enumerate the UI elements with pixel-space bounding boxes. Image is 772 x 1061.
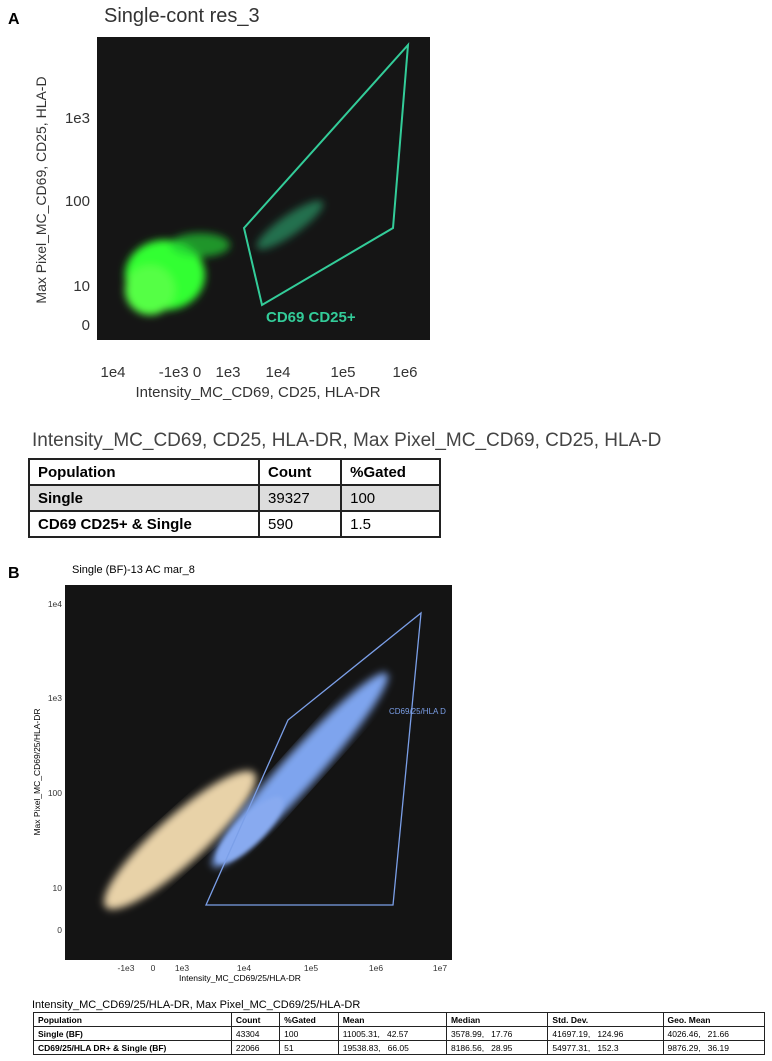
table: Population Count %Gated Mean Median Std. Dev.… [33,1012,765,1055]
table-row: CD69/25/HLA DR+ & Single (BF) 22066 51 1953… [33,1040,765,1055]
x-tick-label: 1e4 [237,963,251,973]
plot-title: Single (BF)-13 AC mar_8 [72,564,195,576]
y-tick-label: 1e4 [48,599,62,609]
cell-cloud [125,200,324,315]
table-cell: 51 [279,1040,339,1055]
table-cell: Count [258,458,343,486]
y-tick-label: 0 [82,317,90,334]
panel-label: B [8,565,20,582]
x-tick-label: -1e3 [117,963,134,973]
y-tick-label: 1e3 [65,110,90,127]
table-row: CD69 CD25+ & Single 590 1.5 [27,510,441,538]
table-cell: Single (BF) [33,1026,232,1041]
x-tick-label: 1e7 [433,963,447,973]
x-tick-label: 1e4 [265,364,290,381]
x-tick-label: 1e6 [369,963,383,973]
table-row: Population Count %Gated [27,458,441,486]
table-cell: 43304 [230,1026,281,1041]
table-cell: CD69/25/HLA DR+ & Single (BF) [33,1040,232,1055]
x-tick-label: 1e3 [215,364,240,381]
x-tick-label: -1e3 0 [159,364,202,381]
table-cell: 100 [279,1026,339,1041]
table-cell: Population [27,458,261,486]
table-cell: 54977.31, 152.3 [547,1040,664,1055]
table-cell: %Gated [279,1012,339,1027]
table-cell: 9876.29, 36.19 [662,1040,765,1055]
y-axis-label: Max Pixel_MC_CD69/25/HLA-DR [32,708,42,835]
plot-title: Single-cont res_3 [104,5,260,27]
x-axis-label: Intensity_MC_CD69/25/HLA-DR [179,973,301,983]
y-tick-label: 0 [57,925,62,935]
y-axis-label: Max Pixel_MC_CD69, CD25, HLA-D [33,76,49,303]
table-cell: 19538.83, 66.05 [337,1040,447,1055]
table-cell: Single [27,484,261,512]
table-cell: 3578.99, 17.76 [445,1026,549,1041]
y-tick-label: 10 [73,278,90,295]
cell-cloud [103,672,389,910]
panel-label: A [8,11,20,28]
gate [205,611,422,906]
y-tick-label: 100 [48,788,62,798]
table-row: Single (BF) 43304 100 11005.31, 42.57 3578.9… [33,1026,765,1041]
table-cell: 11005.31, 42.57 [337,1026,447,1041]
gate-label: CD69 CD25+ [266,309,356,326]
table-cell: 39327 [258,484,343,512]
gate [242,42,410,307]
table-row: Population Count %Gated Mean Median Std. Dev.… [33,1012,765,1027]
table-row: Single 39327 100 [27,484,441,512]
x-tick-label: 1e5 [304,963,318,973]
table: Population Count %Gated Single 39327 100 CD69 … [27,458,441,538]
table-cell: 100 [340,484,441,512]
x-tick-label: 1e4 [100,364,125,381]
x-tick-label: 0 [151,963,156,973]
table-cell: Mean [337,1012,447,1027]
table-cell: Population [33,1012,232,1027]
table-cell: 1.5 [340,510,441,538]
table-cell: Count [230,1012,281,1027]
x-tick-label: 1e6 [392,364,417,381]
x-tick-label: 1e5 [330,364,355,381]
gate-label: CD69/25/HLA D [389,707,446,716]
table-title: Intensity_MC_CD69, CD25, HLA-DR, Max Pix… [32,430,661,451]
table-cell: Median [445,1012,549,1027]
y-tick-label: 1e3 [48,693,62,703]
table-cell: Std. Dev. [547,1012,664,1027]
table-cell: 22066 [230,1040,281,1055]
table-title: Intensity_MC_CD69/25/HLA-DR, Max Pixel_M… [32,999,360,1011]
table-cell: 41697.19, 124.96 [547,1026,664,1041]
y-tick-label: 10 [53,883,63,893]
table-cell: %Gated [340,458,441,486]
x-axis-label: Intensity_MC_CD69, CD25, HLA-DR [135,384,380,401]
x-tick-label: 1e3 [175,963,189,973]
y-tick-label: 100 [65,193,90,210]
table-cell: Geo. Mean [662,1012,765,1027]
table-cell: CD69 CD25+ & Single [27,510,261,538]
table-cell: 590 [258,510,343,538]
table-cell: 8186.56, 28.95 [445,1040,549,1055]
table-cell: 4026.46, 21.66 [662,1026,765,1041]
